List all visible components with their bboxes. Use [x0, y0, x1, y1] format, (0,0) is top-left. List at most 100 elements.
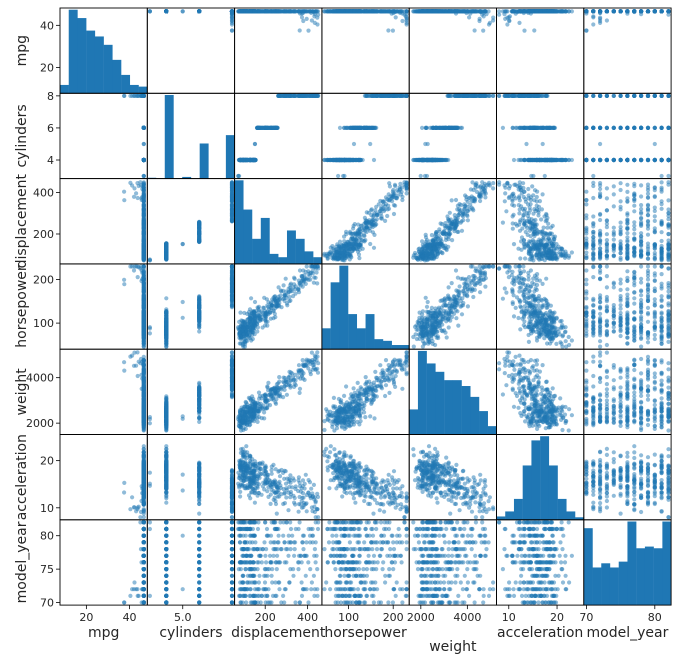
scatter-point	[666, 93, 671, 98]
scatter-point	[522, 28, 527, 33]
scatter-point	[527, 9, 532, 14]
scatter-point	[472, 28, 477, 33]
scatter-point	[369, 9, 374, 14]
scatter-point	[666, 9, 671, 14]
scatter-point	[271, 125, 276, 130]
scatter-point	[604, 18, 610, 23]
scatter-point	[521, 10, 526, 16]
scatter-point	[497, 9, 502, 14]
scatter-point	[552, 125, 557, 130]
scatter-point	[659, 9, 664, 14]
scatter-point	[293, 9, 298, 14]
scatter-point	[306, 93, 311, 98]
scatter-point	[238, 157, 244, 163]
scatter-point	[325, 9, 330, 14]
scatter-point	[598, 125, 603, 130]
scatter-point	[337, 125, 343, 130]
scatter-point	[248, 9, 253, 14]
scatter-point	[521, 93, 526, 98]
scatter-point	[278, 93, 283, 98]
scatter-point	[666, 125, 671, 130]
scatter-point	[306, 28, 311, 33]
cell-frame	[496, 92, 585, 180]
scatter-point	[516, 157, 521, 163]
scatter-point	[373, 125, 378, 130]
scatter-point	[545, 93, 550, 98]
scatter-point	[639, 125, 644, 130]
scatter-point	[500, 125, 505, 130]
scatter-point	[507, 14, 512, 19]
scatter-point	[447, 93, 452, 98]
scatter-point	[312, 93, 317, 98]
scatter-point	[135, 195, 140, 201]
scatter-point	[164, 9, 169, 14]
scatter-point	[468, 9, 473, 14]
scatter-point	[540, 141, 545, 147]
cell-frame	[234, 7, 323, 94]
scatter-point	[604, 9, 610, 14]
scatter-point	[316, 12, 321, 17]
scatter-point	[526, 157, 532, 163]
scatter-point	[364, 93, 369, 98]
scatter-point	[301, 18, 306, 24]
scatter-point	[337, 157, 342, 163]
scatter-point	[625, 157, 630, 163]
scatter-point	[312, 20, 317, 25]
cell-mpg-vs-mpg	[59, 7, 148, 94]
scatter-point	[505, 22, 510, 27]
cell-mpg-vs-displacement	[234, 7, 323, 94]
scatter-point	[300, 10, 306, 16]
scatter-point	[542, 157, 547, 163]
scatter-point	[553, 9, 558, 14]
scatter-point	[130, 93, 135, 98]
scatter-point	[411, 157, 416, 163]
scatter-point	[542, 9, 547, 14]
cell-mpg-vs-weight	[408, 7, 497, 94]
scatter-point	[477, 16, 482, 21]
scatter-point	[342, 173, 347, 179]
scatter-point	[286, 9, 291, 14]
scatter-point	[229, 28, 235, 33]
scatter-point	[415, 157, 421, 163]
scatter-point	[468, 93, 473, 98]
scatter-point	[422, 173, 428, 179]
scatter-point	[358, 125, 363, 130]
scatter-point	[542, 173, 547, 179]
scatter-point	[652, 141, 657, 147]
scatter-point	[453, 125, 458, 130]
histogram-bar	[60, 84, 69, 94]
scatter-point	[238, 9, 244, 14]
scatter-point	[510, 9, 515, 14]
scatter-point	[584, 93, 589, 98]
scatter-point	[447, 125, 452, 130]
scatter-point	[404, 20, 409, 25]
scatter-point	[652, 9, 657, 14]
scatter-point	[348, 125, 353, 130]
scatter-point	[351, 9, 357, 14]
histogram-bar	[225, 135, 235, 179]
histogram-bar	[199, 143, 209, 179]
scatter-point	[278, 9, 283, 14]
scatter-point	[604, 157, 610, 163]
scatter-point	[652, 125, 657, 130]
scatter-point	[659, 173, 664, 179]
scatter-point	[459, 9, 464, 14]
cell-frame	[146, 92, 236, 180]
scatter-point	[632, 9, 637, 14]
scatter-point	[598, 9, 603, 14]
scatter-point	[237, 173, 242, 179]
histogram-bar	[68, 9, 78, 94]
scatter-point	[530, 9, 536, 14]
scatter-point	[618, 9, 623, 14]
scatter-point	[523, 157, 528, 163]
scatter-point	[645, 157, 651, 163]
scatter-point	[533, 93, 538, 98]
scatter-point	[487, 20, 492, 25]
scatter-point	[591, 125, 596, 130]
scatter-point	[527, 93, 532, 98]
histogram-bar	[138, 86, 148, 94]
scatter-point	[387, 93, 392, 98]
scatter-point	[293, 93, 298, 98]
scatter-point	[180, 9, 185, 14]
